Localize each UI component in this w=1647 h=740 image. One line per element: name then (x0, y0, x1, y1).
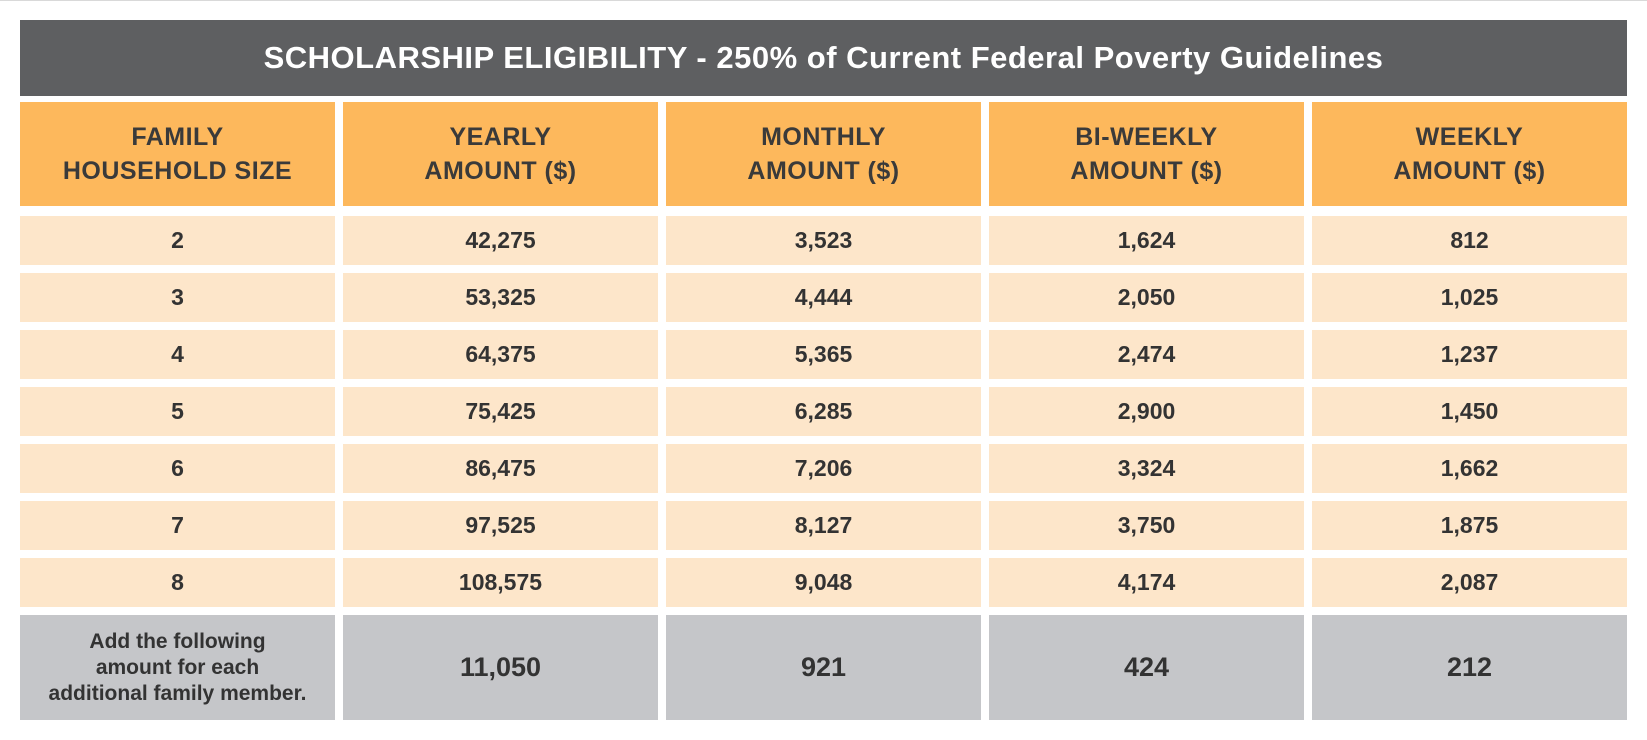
table-cell-biweekly: 2,050 (989, 273, 1304, 322)
table-cell-household-size: 5 (20, 387, 335, 436)
table-cell-biweekly: 4,174 (989, 558, 1304, 607)
footer-cell-yearly: 11,050 (343, 615, 658, 720)
table-cell-weekly: 812 (1312, 216, 1627, 265)
table-cell-yearly: 42,275 (343, 216, 658, 265)
footer-value: 424 (1123, 652, 1170, 682)
footer-value: 921 (800, 652, 847, 682)
table-cell-household-size: 3 (20, 273, 335, 322)
column-header-household-size: FAMILY HOUSEHOLD SIZE (20, 102, 335, 206)
table-cell-weekly: 2,087 (1312, 558, 1627, 607)
table-cell-yearly: 108,575 (343, 558, 658, 607)
table-cell-monthly: 5,365 (666, 330, 981, 379)
table-title: SCHOLARSHIP ELIGIBILITY - 250% of Curren… (20, 20, 1627, 96)
table-cell-monthly: 9,048 (666, 558, 981, 607)
footer-cell-weekly: 212 (1312, 615, 1627, 720)
table-cell-household-size: 2 (20, 216, 335, 265)
table-cell-yearly: 86,475 (343, 444, 658, 493)
table-cell-monthly: 7,206 (666, 444, 981, 493)
table-cell-weekly: 1,025 (1312, 273, 1627, 322)
table-cell-household-size: 6 (20, 444, 335, 493)
table-cell-biweekly: 1,624 (989, 216, 1304, 265)
column-header-monthly: MONTHLY AMOUNT ($) (666, 102, 981, 206)
footer-label-cell: Add the following amount for each additi… (20, 615, 335, 720)
table-cell-yearly: 97,525 (343, 501, 658, 550)
table-cell-yearly: 64,375 (343, 330, 658, 379)
table-cell-weekly: 1,450 (1312, 387, 1627, 436)
header-line: AMOUNT ($) (424, 157, 577, 185)
footer-value: 11,050 (459, 652, 542, 682)
table-cell-monthly: 3,523 (666, 216, 981, 265)
table-cell-weekly: 1,237 (1312, 330, 1627, 379)
column-header-weekly: WEEKLY AMOUNT ($) (1312, 102, 1627, 206)
header-line: YEARLY (449, 123, 552, 151)
table-cell-weekly: 1,875 (1312, 501, 1627, 550)
footer-label-line: additional family member. (48, 681, 307, 705)
table-cell-yearly: 75,425 (343, 387, 658, 436)
eligibility-table: SCHOLARSHIP ELIGIBILITY - 250% of Curren… (20, 20, 1627, 720)
footer-label-line: amount for each (95, 655, 260, 679)
table-cell-biweekly: 2,474 (989, 330, 1304, 379)
footer-value: 212 (1446, 652, 1493, 682)
table-cell-household-size: 7 (20, 501, 335, 550)
top-divider (0, 0, 1647, 1)
table-cell-biweekly: 2,900 (989, 387, 1304, 436)
footer-cell-biweekly: 424 (989, 615, 1304, 720)
table-grid: FAMILY HOUSEHOLD SIZE YEARLY AMOUNT ($) MO… (20, 102, 1627, 720)
footer-label-line: Add the following (89, 629, 266, 653)
table-cell-biweekly: 3,324 (989, 444, 1304, 493)
header-line: AMOUNT ($) (1393, 157, 1546, 185)
table-cell-weekly: 1,662 (1312, 444, 1627, 493)
footer-cell-monthly: 921 (666, 615, 981, 720)
table-cell-biweekly: 3,750 (989, 501, 1304, 550)
column-header-yearly: YEARLY AMOUNT ($) (343, 102, 658, 206)
header-line: AMOUNT ($) (747, 157, 900, 185)
table-cell-monthly: 4,444 (666, 273, 981, 322)
header-line: BI-WEEKLY (1075, 123, 1218, 151)
table-cell-household-size: 4 (20, 330, 335, 379)
header-line: MONTHLY (761, 123, 886, 151)
table-cell-yearly: 53,325 (343, 273, 658, 322)
table-cell-monthly: 8,127 (666, 501, 981, 550)
header-line: HOUSEHOLD SIZE (62, 157, 293, 185)
table-cell-monthly: 6,285 (666, 387, 981, 436)
header-line: FAMILY (131, 123, 224, 151)
column-header-biweekly: BI-WEEKLY AMOUNT ($) (989, 102, 1304, 206)
header-line: WEEKLY (1415, 123, 1524, 151)
table-cell-household-size: 8 (20, 558, 335, 607)
header-line: AMOUNT ($) (1070, 157, 1223, 185)
